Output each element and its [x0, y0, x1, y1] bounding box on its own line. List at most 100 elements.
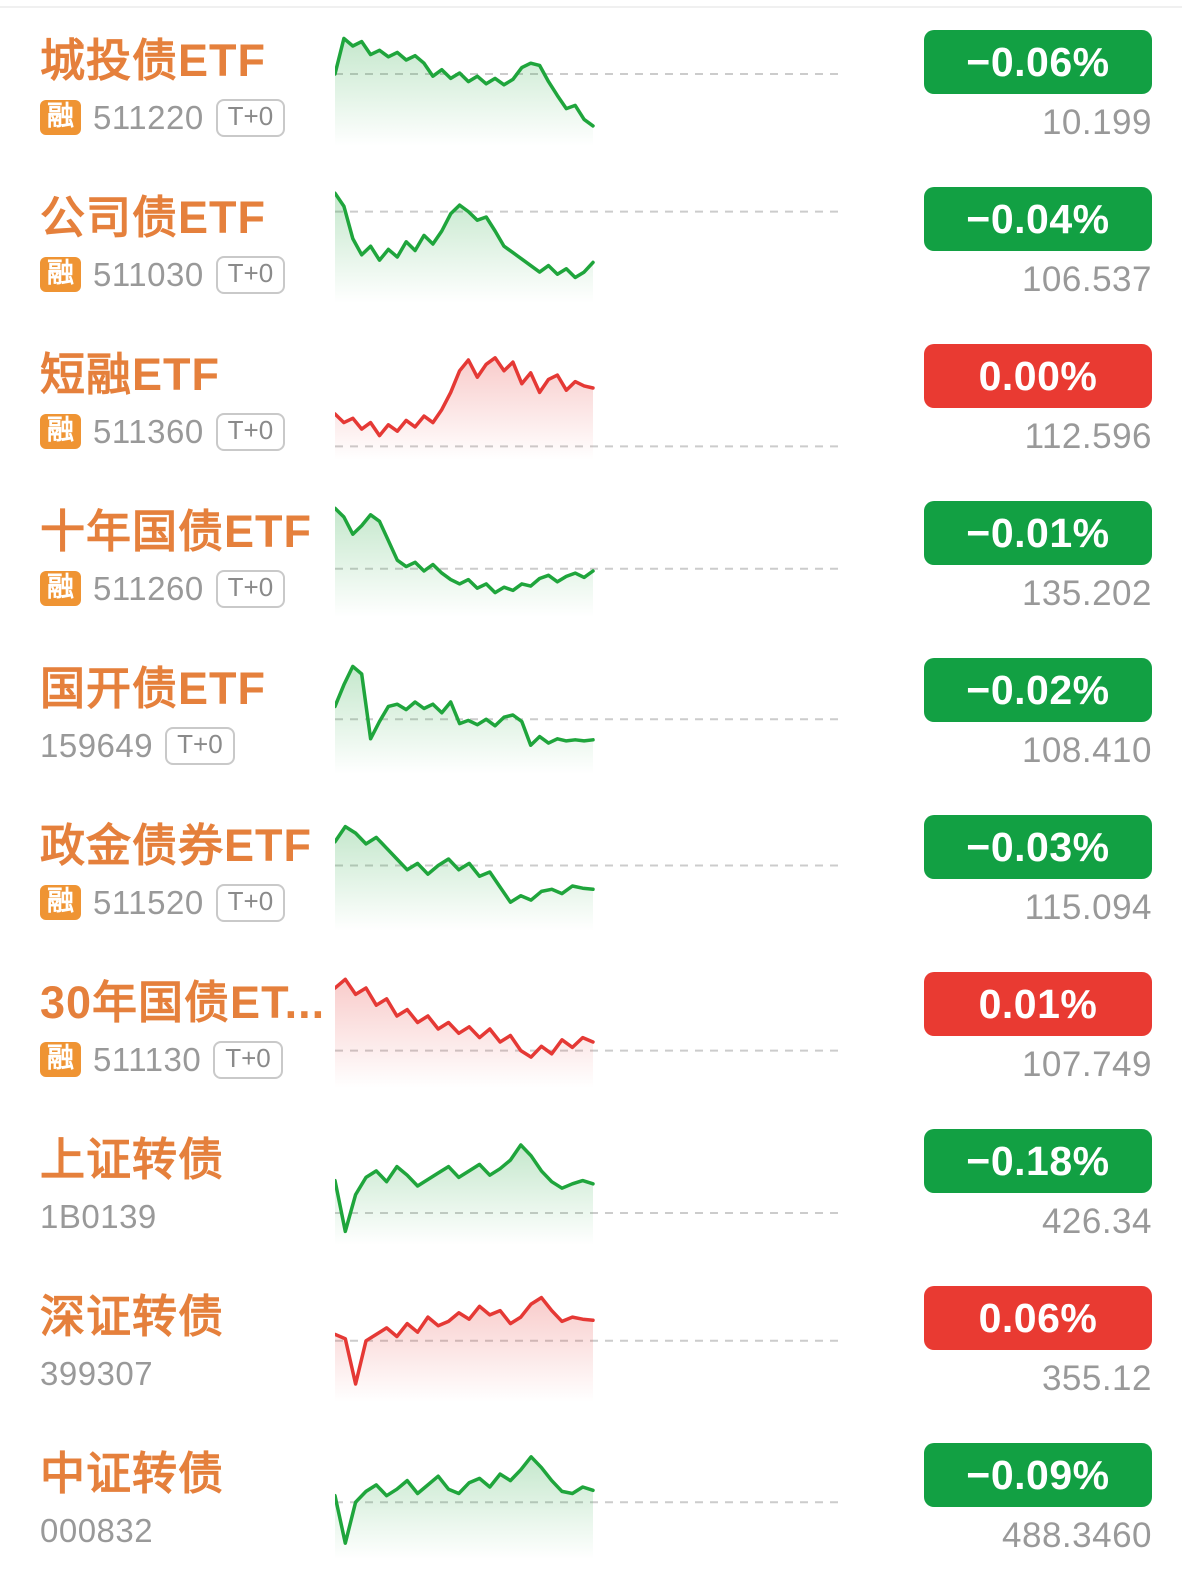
etf-code: 511220 — [93, 98, 204, 136]
etf-name: 深证转债 — [40, 1291, 225, 1343]
etf-list-item[interactable]: 上证转债 1B0139 −0.18% 426.34 — [0, 1107, 1182, 1264]
price: 106.537 — [1021, 260, 1152, 299]
sparkline-chart — [335, 813, 847, 931]
change-badge[interactable]: −0.01% — [924, 501, 1152, 565]
etf-info-block: 城投债ETF 融 511220 T+0 — [40, 35, 335, 137]
spark-line — [335, 1295, 595, 1386]
etf-meta: 融 511030 T+0 — [40, 256, 335, 294]
change-badge[interactable]: 0.06% — [924, 1286, 1152, 1350]
etf-name: 政金债券ETF — [40, 820, 312, 872]
price: 107.749 — [1021, 1045, 1152, 1084]
spark-line — [335, 664, 595, 747]
etf-meta: 1B0139 — [40, 1198, 335, 1236]
price: 135.202 — [1021, 574, 1152, 613]
price: 108.410 — [1021, 731, 1152, 770]
etf-info-block: 短融ETF 融 511360 T+0 — [40, 349, 335, 451]
etf-meta: 融 511520 T+0 — [40, 884, 335, 922]
sparkline-svg — [335, 1295, 839, 1402]
etf-name: 中证转债 — [40, 1448, 225, 1500]
spark-line — [335, 190, 595, 279]
sparkline-svg — [335, 36, 839, 146]
etf-meta: 融 511220 T+0 — [40, 99, 335, 137]
change-badge[interactable]: −0.06% — [924, 30, 1152, 94]
margin-badge: 融 — [40, 1042, 81, 1078]
margin-badge: 融 — [40, 414, 81, 450]
etf-list-item[interactable]: 城投债ETF 融 511220 T+0 −0.06% 10.199 — [0, 8, 1182, 165]
t0-badge: T+0 — [215, 255, 286, 294]
etf-meta: 000832 — [40, 1512, 335, 1550]
quote-block: −0.03% 115.094 — [847, 815, 1152, 928]
etf-code: 511260 — [93, 569, 204, 607]
sparkline-chart — [335, 970, 847, 1088]
change-badge[interactable]: 0.01% — [924, 972, 1152, 1036]
margin-badge: 融 — [40, 885, 81, 921]
etf-code: 511520 — [93, 883, 204, 921]
etf-info-block: 十年国债ETF 融 511260 T+0 — [40, 506, 335, 608]
spark-line — [335, 1454, 595, 1545]
etf-code: 1B0139 — [40, 1197, 157, 1235]
etf-list-item[interactable]: 十年国债ETF 融 511260 T+0 −0.01% 135.202 — [0, 479, 1182, 636]
sparkline-svg — [335, 977, 839, 1088]
spark-line — [335, 36, 595, 128]
etf-list-item[interactable]: 深证转债 399307 0.06% 355.12 — [0, 1264, 1182, 1421]
spark-line — [335, 824, 595, 904]
etf-list-item[interactable]: 短融ETF 融 511360 T+0 0.00% 112.596 — [0, 322, 1182, 479]
change-badge[interactable]: −0.03% — [924, 815, 1152, 879]
price: 355.12 — [1041, 1359, 1152, 1398]
margin-badge: 融 — [40, 100, 81, 136]
sparkline-chart — [335, 1127, 847, 1245]
sparkline-chart — [335, 656, 847, 774]
quote-block: −0.01% 135.202 — [847, 501, 1152, 614]
etf-meta: 159649 T+0 — [40, 727, 335, 765]
sparkline-chart — [335, 342, 847, 460]
price: 10.199 — [1041, 103, 1152, 142]
sparkline-chart — [335, 28, 847, 146]
etf-name: 公司债ETF — [40, 192, 266, 244]
etf-list-item[interactable]: 国开债ETF 159649 T+0 −0.02% 108.410 — [0, 636, 1182, 793]
spark-line — [335, 1142, 595, 1233]
change-badge[interactable]: −0.04% — [924, 187, 1152, 251]
quote-block: −0.09% 488.3460 — [847, 1443, 1152, 1556]
change-badge[interactable]: −0.02% — [924, 658, 1152, 722]
etf-list-item[interactable]: 政金债券ETF 融 511520 T+0 −0.03% 115.094 — [0, 793, 1182, 950]
etf-list-item[interactable]: 公司债ETF 融 511030 T+0 −0.04% 106.537 — [0, 165, 1182, 322]
spark-area — [335, 1297, 593, 1402]
t0-badge: T+0 — [213, 1040, 283, 1079]
etf-list: 城投债ETF 融 511220 T+0 −0.06% 10.199 公司债ETF… — [0, 6, 1182, 1575]
etf-list-item[interactable]: 中证转债 000832 −0.09% 488.3460 — [0, 1421, 1182, 1575]
etf-list-item[interactable]: 30年国债ET... 融 511130 T+0 0.01% 107.749 — [0, 950, 1182, 1107]
etf-code: 511130 — [93, 1040, 202, 1078]
t0-badge: T+0 — [215, 98, 286, 137]
price: 112.596 — [1024, 417, 1152, 456]
etf-code: 399307 — [40, 1354, 154, 1392]
price: 115.094 — [1024, 888, 1152, 927]
change-badge[interactable]: −0.09% — [924, 1443, 1152, 1507]
etf-name: 30年国债ET... — [40, 977, 326, 1029]
etf-name: 国开债ETF — [40, 663, 266, 715]
change-badge[interactable]: −0.18% — [924, 1129, 1152, 1193]
etf-name: 城投债ETF — [40, 35, 266, 87]
etf-info-block: 上证转债 1B0139 — [40, 1134, 335, 1236]
margin-badge: 融 — [40, 571, 81, 607]
spark-area — [335, 192, 593, 303]
etf-code: 159649 — [40, 726, 154, 764]
spark-area — [335, 1456, 593, 1559]
etf-info-block: 30年国债ET... 融 511130 T+0 — [40, 977, 335, 1079]
spark-area — [335, 1144, 593, 1245]
etf-code: 511360 — [93, 412, 204, 450]
quote-block: 0.06% 355.12 — [847, 1286, 1152, 1399]
sparkline-svg — [335, 1142, 839, 1245]
quote-block: −0.18% 426.34 — [847, 1129, 1152, 1242]
t0-badge: T+0 — [165, 726, 235, 765]
etf-name: 短融ETF — [40, 349, 220, 401]
sparkline-chart — [335, 499, 847, 617]
sparkline-svg — [335, 190, 839, 303]
t0-badge: T+0 — [215, 569, 286, 608]
spark-line — [335, 506, 595, 594]
sparkline-svg — [335, 824, 839, 931]
quote-block: 0.01% 107.749 — [847, 972, 1152, 1085]
change-badge[interactable]: 0.00% — [924, 344, 1152, 408]
etf-info-block: 国开债ETF 159649 T+0 — [40, 663, 335, 765]
etf-meta: 融 511260 T+0 — [40, 570, 335, 608]
